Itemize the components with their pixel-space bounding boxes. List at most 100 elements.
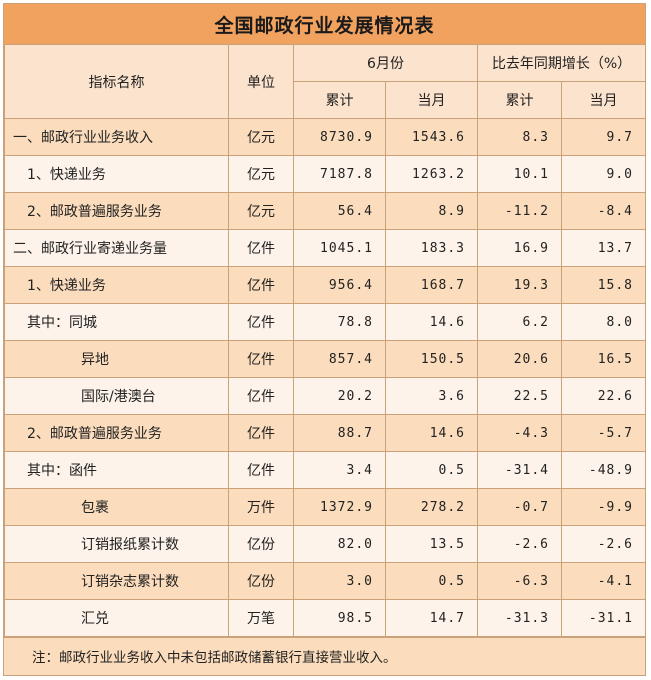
row-unit: 亿件	[228, 229, 294, 267]
row-name: 2、邮政普遍服务业务	[4, 414, 229, 452]
table-row: 一、邮政行业业务收入 亿元 8730.9 1543.6 8.3 9.7	[4, 118, 647, 156]
row-cumulative: 8730.9	[293, 118, 386, 156]
row-growth-month: -48.9	[561, 451, 647, 489]
row-growth-cumulative: 16.9	[477, 229, 563, 267]
row-month: 14.6	[384, 303, 479, 341]
row-growth-cumulative: 22.5	[477, 377, 563, 415]
row-growth-cumulative: -11.2	[477, 192, 563, 230]
row-cumulative: 20.2	[293, 377, 386, 415]
postal-stats-table: 指标名称 单位 6月份 比去年同期增长（%） 累计 当月 累计 当月 一、邮政行…	[4, 44, 647, 637]
row-cumulative: 956.4	[293, 266, 386, 304]
row-unit: 亿元	[228, 192, 294, 230]
row-name: 异地	[4, 340, 229, 378]
row-month: 168.7	[384, 266, 479, 304]
row-month: 183.3	[384, 229, 479, 267]
row-cumulative: 3.4	[293, 451, 386, 489]
row-growth-month: -4.1	[561, 562, 647, 600]
row-growth-cumulative: 10.1	[477, 155, 563, 193]
row-month: 13.5	[384, 525, 479, 563]
row-unit: 亿件	[228, 266, 294, 304]
header-indicator-name: 指标名称	[4, 44, 229, 119]
row-unit: 亿件	[228, 451, 294, 489]
row-unit: 亿元	[228, 118, 294, 156]
row-cumulative: 82.0	[293, 525, 386, 563]
row-cumulative: 857.4	[293, 340, 386, 378]
row-month: 8.9	[384, 192, 479, 230]
row-growth-month: 9.7	[561, 118, 647, 156]
row-unit: 万笔	[228, 599, 294, 637]
row-month: 0.5	[384, 451, 479, 489]
row-name: 1、快递业务	[4, 266, 229, 304]
row-growth-month: -2.6	[561, 525, 647, 563]
header-unit: 单位	[228, 44, 294, 119]
report-frame: 全国邮政行业发展情况表 指标名称 单位 6月份 比去年同期增长（%） 累计 当月…	[3, 3, 647, 676]
table-row: 包裹 万件 1372.9 278.2 -0.7 -9.9	[4, 488, 647, 526]
row-unit: 亿件	[228, 377, 294, 415]
row-name: 其中：同城	[4, 303, 229, 341]
row-cumulative: 78.8	[293, 303, 386, 341]
row-growth-month: 9.0	[561, 155, 647, 193]
row-growth-cumulative: -2.6	[477, 525, 563, 563]
row-month: 1543.6	[384, 118, 479, 156]
table-row: 1、快递业务 亿元 7187.8 1263.2 10.1 9.0	[4, 155, 647, 193]
row-growth-cumulative: 20.6	[477, 340, 563, 378]
row-growth-month: 16.5	[561, 340, 647, 378]
table-row: 汇兑 万笔 98.5 14.7 -31.3 -31.1	[4, 599, 647, 637]
row-name: 订销报纸累计数	[4, 525, 229, 563]
table-row: 订销杂志累计数 亿份 3.0 0.5 -6.3 -4.1	[4, 562, 647, 600]
row-month: 0.5	[384, 562, 479, 600]
row-growth-month: -31.1	[561, 599, 647, 637]
table-row: 二、邮政行业寄递业务量 亿件 1045.1 183.3 16.9 13.7	[4, 229, 647, 267]
row-month: 278.2	[384, 488, 479, 526]
row-growth-cumulative: -4.3	[477, 414, 563, 452]
row-name: 包裹	[4, 488, 229, 526]
header-growth-cumulative: 累计	[477, 81, 563, 119]
header-month: 当月	[384, 81, 479, 119]
row-cumulative: 1372.9	[293, 488, 386, 526]
row-name: 二、邮政行业寄递业务量	[4, 229, 229, 267]
footnote: 注：邮政行业业务收入中未包括邮政储蓄银行直接营业收入。	[4, 637, 645, 675]
row-unit: 万件	[228, 488, 294, 526]
row-unit: 亿件	[228, 414, 294, 452]
table-row: 其中：同城 亿件 78.8 14.6 6.2 8.0	[4, 303, 647, 341]
table-row: 其中：函件 亿件 3.4 0.5 -31.4 -48.9	[4, 451, 647, 489]
table-row: 国际/港澳台 亿件 20.2 3.6 22.5 22.6	[4, 377, 647, 415]
table-row: 订销报纸累计数 亿份 82.0 13.5 -2.6 -2.6	[4, 525, 647, 563]
row-name: 其中：函件	[4, 451, 229, 489]
row-unit: 亿份	[228, 562, 294, 600]
header-cumulative: 累计	[293, 81, 386, 119]
row-name: 1、快递业务	[4, 155, 229, 193]
row-growth-cumulative: -6.3	[477, 562, 563, 600]
table-row: 1、快递业务 亿件 956.4 168.7 19.3 15.8	[4, 266, 647, 304]
row-growth-month: -5.7	[561, 414, 647, 452]
row-growth-month: -9.9	[561, 488, 647, 526]
row-unit: 亿件	[228, 340, 294, 378]
row-month: 14.7	[384, 599, 479, 637]
table-title: 全国邮政行业发展情况表	[4, 4, 645, 44]
row-cumulative: 3.0	[293, 562, 386, 600]
row-growth-cumulative: -31.4	[477, 451, 563, 489]
row-name: 国际/港澳台	[4, 377, 229, 415]
row-growth-month: -8.4	[561, 192, 647, 230]
row-growth-month: 15.8	[561, 266, 647, 304]
row-growth-cumulative: 8.3	[477, 118, 563, 156]
row-growth-month: 8.0	[561, 303, 647, 341]
row-cumulative: 1045.1	[293, 229, 386, 267]
row-cumulative: 98.5	[293, 599, 386, 637]
row-growth-cumulative: 6.2	[477, 303, 563, 341]
row-name: 一、邮政行业业务收入	[4, 118, 229, 156]
row-unit: 亿元	[228, 155, 294, 193]
header-growth-month: 当月	[561, 81, 647, 119]
row-month: 1263.2	[384, 155, 479, 193]
table-row: 2、邮政普遍服务业务 亿件 88.7 14.6 -4.3 -5.7	[4, 414, 647, 452]
row-month: 150.5	[384, 340, 479, 378]
row-growth-month: 22.6	[561, 377, 647, 415]
header-yoy-growth: 比去年同期增长（%）	[477, 44, 647, 82]
row-cumulative: 7187.8	[293, 155, 386, 193]
row-cumulative: 88.7	[293, 414, 386, 452]
row-growth-cumulative: 19.3	[477, 266, 563, 304]
table-row: 2、邮政普遍服务业务 亿元 56.4 8.9 -11.2 -8.4	[4, 192, 647, 230]
row-name: 汇兑	[4, 599, 229, 637]
table-row: 异地 亿件 857.4 150.5 20.6 16.5	[4, 340, 647, 378]
row-month: 3.6	[384, 377, 479, 415]
